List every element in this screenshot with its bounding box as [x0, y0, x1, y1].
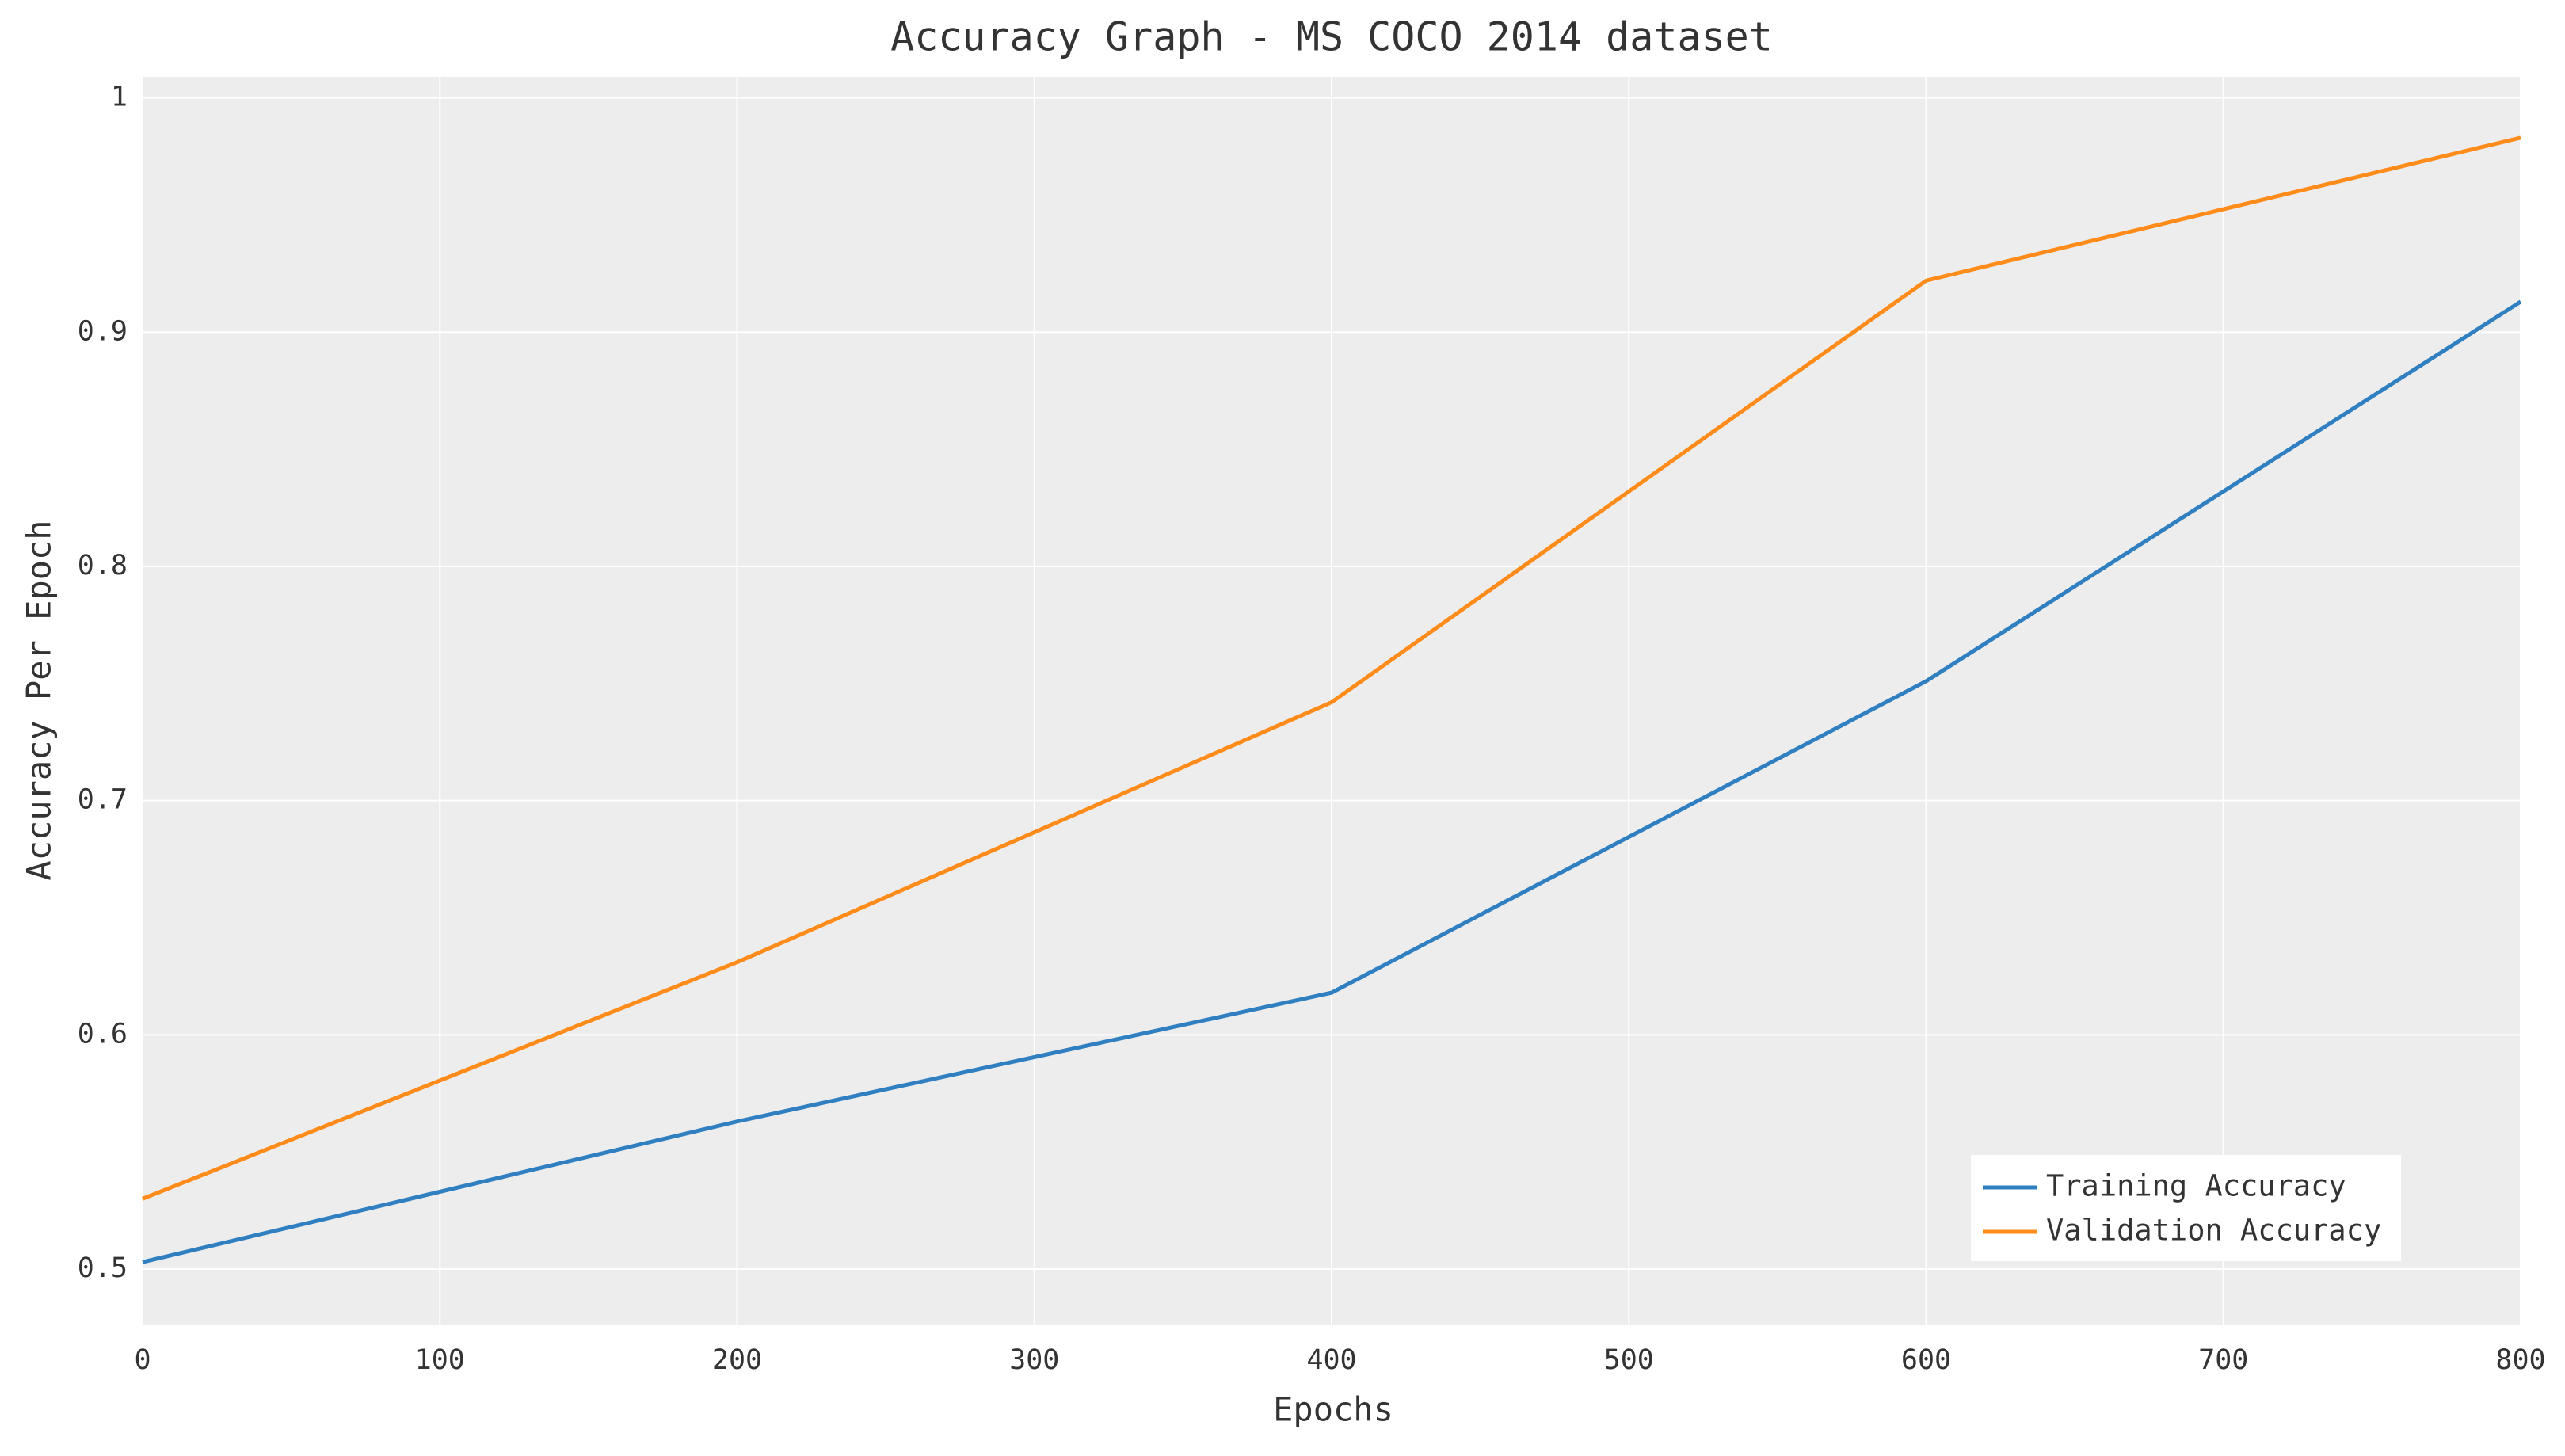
data-line — [142, 299, 2522, 1264]
legend-label: Training Accuracy — [2046, 1169, 2346, 1203]
x-tick-label: 400 — [1306, 1344, 1356, 1376]
x-tick-label: 100 — [415, 1344, 465, 1376]
y-tick-label: 0.7 — [78, 784, 128, 816]
x-tick-label: 700 — [2198, 1344, 2248, 1376]
x-tick-label: 800 — [2495, 1344, 2545, 1376]
y-tick-label: 0.5 — [78, 1252, 128, 1284]
y-tick-label: 0.9 — [78, 315, 128, 347]
chart-title: Accuracy Graph - MS COCO 2014 dataset — [890, 14, 1773, 60]
legend-box — [1971, 1155, 2401, 1261]
x-tick-label: 200 — [712, 1344, 762, 1376]
legend: Training Accuracy Validation Accuracy — [1971, 1155, 2401, 1261]
x-axis-label: Epochs — [1273, 1390, 1393, 1429]
y-tick-label: 1 — [111, 82, 128, 113]
legend-label: Validation Accuracy — [2046, 1214, 2381, 1248]
x-tick-label: 600 — [1901, 1344, 1951, 1376]
y-axis-label: Accuracy Per Epoch — [20, 520, 59, 880]
y-tick-label: 0.6 — [78, 1018, 128, 1050]
x-tick-label: 0 — [134, 1344, 151, 1376]
data-line — [142, 135, 2521, 1201]
y-tick-label: 0.8 — [78, 550, 128, 581]
lines — [142, 135, 2522, 1264]
x-tick-label: 500 — [1604, 1344, 1654, 1376]
x-tick-label: 300 — [1009, 1344, 1059, 1376]
labels: 0.5 0.6 0.7 0.8 0.9 1 0 100 200 300 400 500 600 700 80… — [78, 82, 2546, 1376]
